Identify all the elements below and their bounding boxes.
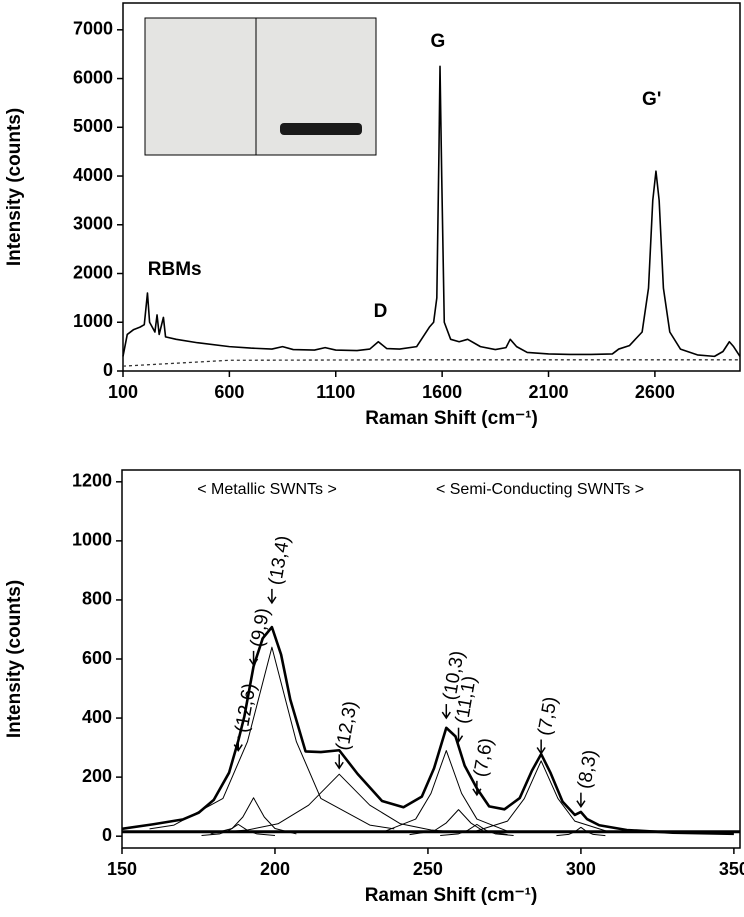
arrow-head xyxy=(576,800,586,809)
y-tick-label: 1000 xyxy=(72,530,112,550)
section-heading: < Semi-Conducting SWNTs > xyxy=(436,481,644,498)
x-tick-label: 250 xyxy=(413,859,443,879)
arrow-head xyxy=(248,658,259,667)
section-heading: < Metallic SWNTs > xyxy=(197,481,337,498)
peak-label: (12,6) xyxy=(231,682,260,735)
arrow-head xyxy=(472,788,482,797)
peak-annotation: G xyxy=(430,31,445,52)
peak-label: (13,4) xyxy=(265,534,294,587)
spectrum-line xyxy=(440,823,514,836)
y-tick-label: 4000 xyxy=(73,165,113,185)
spectrum-line xyxy=(121,625,734,836)
peak-label: (7,6) xyxy=(470,736,497,778)
spectrum-line xyxy=(216,773,462,834)
y-tick-label: 5000 xyxy=(73,116,113,136)
y-tick-label: 600 xyxy=(82,648,112,668)
spectrum-line xyxy=(556,826,606,837)
x-tick-label: 300 xyxy=(566,859,596,879)
arrow-head xyxy=(334,761,344,770)
arrow-head xyxy=(453,735,464,744)
arrow-head xyxy=(536,747,546,755)
peak-annotation: RBMs xyxy=(148,259,202,280)
y-tick-label: 400 xyxy=(82,707,112,727)
x-tick-label: 1100 xyxy=(316,382,355,402)
y-tick-label: 800 xyxy=(82,589,112,609)
y-tick-label: 0 xyxy=(103,360,113,380)
x-tick-label: 150 xyxy=(107,859,137,879)
arrow-head xyxy=(233,744,243,752)
x-axis-title: Raman Shift (cm⁻¹) xyxy=(365,885,538,906)
spectrum-line xyxy=(122,65,741,358)
plot-frame xyxy=(122,2,741,372)
x-tick-label: 2100 xyxy=(528,382,568,402)
peak-label: (7,5) xyxy=(534,695,561,737)
x-tick-label: 100 xyxy=(108,382,138,402)
y-axis-title: Intensity (counts) xyxy=(4,580,25,738)
y-tick-label: 2000 xyxy=(73,262,113,282)
x-axis-title: Raman Shift (cm⁻¹) xyxy=(365,408,538,429)
spectrum-line xyxy=(210,797,297,835)
spectrum-line xyxy=(473,760,609,833)
y-tick-label: 0 xyxy=(102,825,112,845)
y-tick-label: 200 xyxy=(82,766,112,786)
plot-frame xyxy=(121,469,741,849)
spectrum-line xyxy=(149,646,395,830)
x-tick-label: 200 xyxy=(260,859,290,879)
y-tick-label: 3000 xyxy=(73,214,113,234)
x-tick-label: 600 xyxy=(214,382,244,402)
peak-label: (8,3) xyxy=(574,748,601,790)
x-tick-label: 1600 xyxy=(422,382,462,402)
gel-band xyxy=(280,123,362,135)
y-tick-label: 1200 xyxy=(72,471,112,491)
peak-annotation: G' xyxy=(642,89,661,110)
x-tick-label: 350 xyxy=(719,859,744,879)
peak-label: (12,3) xyxy=(332,699,361,752)
peak-label: (9,9) xyxy=(247,607,274,649)
y-axis-title: Intensity (counts) xyxy=(4,108,25,266)
y-tick-label: 1000 xyxy=(73,311,113,331)
inset-gel xyxy=(144,17,377,156)
y-tick-label: 6000 xyxy=(73,67,113,87)
y-tick-label: 7000 xyxy=(73,19,113,39)
peak-annotation: D xyxy=(374,301,388,322)
spectrum-line xyxy=(409,809,508,836)
arrow-head xyxy=(267,596,277,605)
x-tick-label: 2600 xyxy=(635,382,675,402)
spectrum-line xyxy=(122,359,740,367)
arrow-head xyxy=(441,711,451,720)
spectrum-line xyxy=(201,823,276,836)
spectrum-line xyxy=(384,750,508,832)
